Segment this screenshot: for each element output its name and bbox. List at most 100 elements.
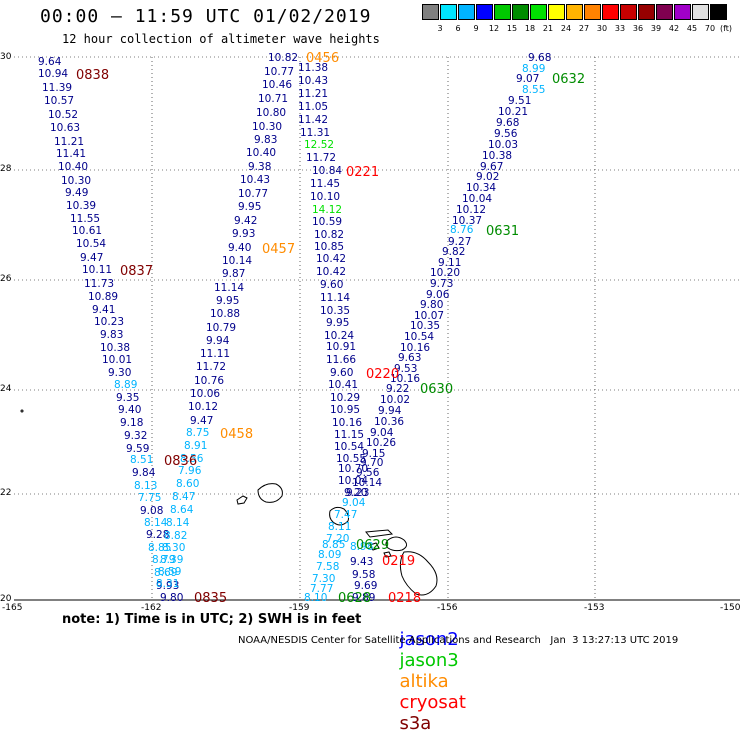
wave-height-value: 10.82 (314, 229, 345, 241)
wave-height-value: 10.76 (194, 375, 225, 387)
wave-height-value: 9.83 (254, 134, 278, 146)
wave-height-value: 8.11 (328, 521, 352, 533)
wave-height-value: 8.82 (164, 530, 188, 542)
pass-time-label: 0632 (552, 72, 586, 87)
color-swatch (710, 4, 727, 20)
wave-height-value: 8.51 (130, 454, 154, 466)
lon-label-153: -153 (584, 603, 605, 613)
color-swatch (512, 4, 529, 20)
lat-label-22: 22 (0, 488, 12, 498)
color-swatch (620, 4, 637, 20)
wave-height-value: 9.35 (116, 392, 140, 404)
wave-height-value: 10.30 (252, 121, 283, 133)
color-scale-label: 12 (488, 24, 500, 33)
wave-height-value: 9.94 (206, 335, 230, 347)
color-scale-label: 27 (578, 24, 590, 33)
wave-height-value: 9.28 (146, 529, 170, 541)
wave-height-value: 8.76 (450, 224, 474, 236)
wave-height-value: 10.10 (310, 191, 341, 203)
color-scale-label: 45 (686, 24, 698, 33)
island-oahu (329, 506, 349, 526)
wave-height-value: 9.20 (344, 487, 368, 499)
wave-height-value: 8.14 (166, 517, 190, 529)
wave-height-value: 10.42 (316, 266, 347, 278)
color-swatch (674, 4, 691, 20)
wave-height-value: 9.93 (232, 228, 256, 240)
wave-height-value: 10.80 (256, 107, 287, 119)
island-molokai (365, 529, 394, 538)
wave-height-value: 10.54 (76, 238, 107, 250)
color-swatch (602, 4, 619, 20)
wave-height-value: 9.30 (108, 367, 132, 379)
color-swatch (476, 4, 493, 20)
wave-height-value: 9.32 (124, 430, 148, 442)
wave-height-map (14, 56, 740, 601)
color-swatch (548, 4, 565, 20)
wave-height-value: 8.85 (322, 539, 346, 551)
wave-height-value: 7.20 (326, 533, 350, 545)
island-kauai (257, 483, 283, 503)
wave-height-value: 10.29 (330, 392, 361, 404)
wave-height-value: 11.66 (326, 354, 357, 366)
wave-height-value: 10.77 (238, 188, 269, 200)
hawaiian-islands (20, 409, 438, 596)
wave-height-value: 10.55 (336, 453, 367, 465)
wave-height-value: 9.06 (426, 289, 450, 301)
color-swatch (422, 4, 439, 20)
wave-height-value: 10.14 (352, 477, 383, 489)
wave-height-value: 11.14 (320, 292, 351, 304)
wave-height-value: 11.31 (300, 127, 331, 139)
wave-height-value: 10.88 (210, 308, 241, 320)
wave-height-value: 9.38 (248, 161, 272, 173)
wave-height-value: 10.57 (44, 95, 75, 107)
wave-height-value: 9.02 (476, 171, 500, 183)
wave-height-value: 11.15 (334, 429, 365, 441)
wave-height-value: 7.96 (178, 465, 202, 477)
legend-cryosat: cryosat (399, 692, 466, 713)
wave-height-value: 11.11 (200, 348, 231, 360)
color-scale-label: 6 (455, 24, 461, 33)
color-swatch (458, 4, 475, 20)
pass-time-label: 0836 (164, 454, 198, 469)
lon-label-162: -162 (141, 603, 162, 613)
wave-height-value: 9.18 (120, 417, 144, 429)
wave-height-value: 10.34 (466, 182, 497, 194)
pass-time-label: 0630 (420, 382, 454, 397)
wave-height-value: 8.31 (156, 578, 180, 590)
wave-height-value: 7.77 (310, 583, 334, 595)
graticule (14, 56, 740, 600)
wave-height-value: 9.80 (420, 299, 444, 311)
color-swatch (638, 4, 655, 20)
wave-height-value: 8.79 (152, 554, 176, 566)
wave-height-value: 10.77 (264, 66, 295, 78)
wave-height-value: 9.68 (528, 52, 552, 64)
wave-height-value: 8.47 (172, 491, 196, 503)
color-swatch (530, 4, 547, 20)
wave-height-value: 10.84 (312, 165, 343, 177)
color-scale-label: 33 (614, 24, 626, 33)
wave-height-value: 8.98 (350, 541, 374, 553)
wave-height-value: 11.72 (196, 361, 227, 373)
pass-time-label: 0629 (356, 538, 390, 553)
pass-time-label: 0835 (194, 591, 228, 606)
wave-height-value: 8.13 (134, 480, 158, 492)
legend-jason2: jason2 (399, 629, 459, 650)
lat-label-24: 24 (0, 384, 12, 394)
wave-height-value: 9.89 (352, 592, 376, 604)
wave-height-value: 9.04 (342, 497, 366, 509)
pass-time-label: 0456 (306, 51, 340, 66)
wave-height-value: 8.55 (522, 84, 546, 96)
pass-time-label: 0837 (120, 264, 154, 279)
wave-height-value: 10.40 (58, 161, 89, 173)
wave-height-value: 9.56 (356, 467, 380, 479)
pass-time-label: 0457 (262, 242, 296, 257)
wave-height-value: 10.11 (82, 264, 113, 276)
color-swatch (566, 4, 583, 20)
island-niihau (236, 495, 248, 505)
wave-height-value: 14.12 (312, 204, 343, 216)
pass-time-label: 0221 (346, 165, 380, 180)
wave-height-value: 10.16 (400, 342, 431, 354)
wave-height-value: 9.93 (156, 580, 180, 592)
wave-height-value: 9.23 (346, 487, 370, 499)
wave-height-value: 9.43 (350, 556, 374, 568)
